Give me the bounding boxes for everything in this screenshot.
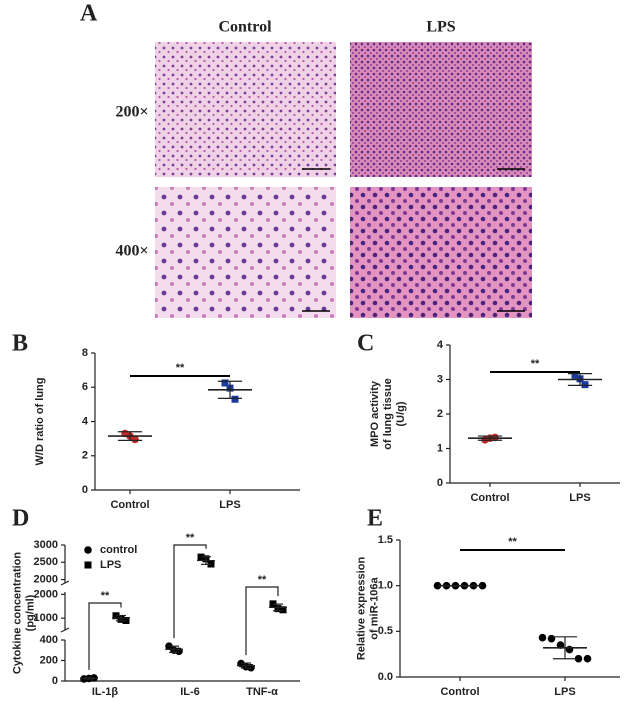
x-tick-label: TNF-α: [246, 686, 278, 698]
y-tick-label: 2000: [34, 573, 58, 585]
panel-label: B: [12, 331, 28, 357]
y-axis-label: W/D ratio of lung: [34, 378, 46, 466]
row-header: 200×: [115, 104, 148, 121]
axis-break: [60, 580, 70, 586]
significance-label: **: [176, 362, 185, 374]
x-tick-label: IL-6: [180, 686, 200, 698]
data-point: [131, 435, 139, 444]
x-tick-label: LPS: [554, 686, 575, 698]
histology-image: [350, 187, 532, 318]
significance-label: **: [186, 532, 195, 544]
y-tick-label: 3: [437, 373, 443, 385]
y-tick-label: 2000: [34, 588, 58, 600]
significance-label: **: [531, 358, 540, 370]
significance-bracket: [173, 544, 207, 639]
y-tick-label: 1.0: [378, 580, 393, 592]
data-point: [84, 546, 92, 554]
column-header: Control: [218, 19, 272, 36]
histology-image: [350, 42, 532, 177]
x-tick-label: Control: [470, 492, 509, 504]
histology-image: [155, 187, 336, 318]
significance-bracket: [88, 602, 122, 670]
significance-label: **: [101, 590, 110, 602]
y-axis-label: Relative expression: [355, 557, 367, 661]
row-header: 400×: [115, 243, 148, 260]
panel-label: A: [80, 1, 98, 27]
data-point: [571, 371, 579, 379]
x-tick-label: LPS: [569, 492, 590, 504]
data-point: [84, 561, 92, 569]
panel-a: A Control LPS 200× 400×: [80, 1, 532, 318]
y-tick-label: 2500: [34, 556, 58, 568]
y-tick-label: 400: [40, 634, 58, 646]
y-tick-label: 0: [52, 675, 58, 687]
y-tick-label: 200: [40, 654, 58, 666]
y-axis-label: of miR-106a: [368, 576, 380, 639]
data-point: [221, 379, 229, 387]
significance-bracket: [245, 586, 279, 656]
y-tick-label: 0: [437, 477, 443, 489]
histology-image: [155, 42, 336, 177]
y-tick-label: 2: [82, 450, 88, 462]
data-point: [231, 395, 239, 403]
y-tick-label: 3000: [34, 539, 58, 551]
y-tick-label: 1: [437, 442, 443, 454]
y-axis-label: Cytokine concentration: [11, 552, 23, 675]
data-point: [547, 634, 556, 643]
legend-label: LPS: [100, 559, 121, 571]
axis-break: [60, 627, 70, 633]
y-axis-label: (U/g): [395, 401, 407, 426]
panel-label: C: [357, 331, 374, 357]
data-point: [583, 654, 592, 663]
x-tick-label: LPS: [219, 499, 240, 511]
y-axis-label: MPO activity: [369, 380, 381, 447]
panel-label: E: [367, 506, 383, 532]
y-tick-label: 8: [82, 347, 88, 359]
significance-label: **: [258, 574, 267, 586]
y-axis-label: (pg/ml): [24, 594, 36, 631]
column-header: LPS: [426, 19, 455, 36]
y-axis-label: of lung tissue: [382, 378, 394, 450]
x-tick-label: Control: [440, 686, 479, 698]
panel-label: D: [12, 506, 29, 532]
significance-label: **: [508, 536, 517, 548]
data-point: [175, 647, 183, 656]
y-tick-label: 4: [82, 415, 89, 427]
data-point: [478, 581, 487, 590]
y-tick-label: 1000: [34, 612, 58, 624]
x-tick-label: Control: [110, 499, 149, 511]
y-tick-label: 6: [82, 381, 88, 393]
data-point: [279, 606, 287, 614]
data-point: [581, 381, 589, 389]
data-point: [538, 633, 547, 642]
x-tick-label: IL-1β: [92, 686, 119, 698]
y-tick-label: 0.0: [378, 671, 393, 683]
y-tick-label: 1.5: [378, 534, 393, 546]
y-tick-label: 4: [437, 339, 444, 351]
y-tick-label: 0.5: [378, 625, 393, 637]
data-point: [433, 581, 442, 590]
data-point: [574, 654, 583, 663]
y-tick-label: 0: [82, 484, 88, 496]
data-point: [565, 645, 574, 654]
data-point: [556, 641, 565, 649]
legend-label: control: [100, 544, 137, 556]
y-tick-label: 2: [437, 408, 443, 420]
